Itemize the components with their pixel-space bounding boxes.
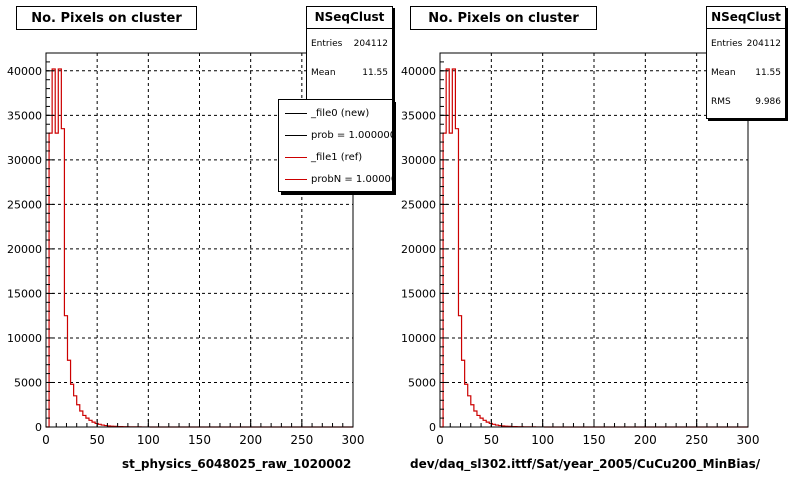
x-tick-label: 150 [188,433,211,447]
stats-label: Mean [711,67,736,78]
legend-label: _file0 (new) [311,107,370,119]
y-tick-label: 0 [35,421,42,434]
panel-1-xlabel: st_physics_6048025_raw_1020002 [122,457,352,471]
y-tick-label: 40000 [401,65,436,78]
panel-1-title-text: No. Pixels on cluster [31,10,182,26]
legend-label: prob = 1.000000 [311,129,393,141]
y-tick-label: 30000 [7,154,42,167]
legend-entry-probn: probN = 1.000000 [279,168,392,190]
legend-swatch [285,178,307,180]
stats-label: RMS [711,96,731,107]
y-tick-label: 35000 [401,109,436,122]
y-tick-label: 40000 [7,65,42,78]
legend-swatch [285,134,307,136]
panel-1-stats-row-entries: Entries 204112 [307,29,392,58]
stats-value: 11.55 [755,67,781,78]
panel-2-title-text: No. Pixels on cluster [428,10,579,26]
y-tick-label: 30000 [401,154,436,167]
x-tick-label: 200 [634,433,657,447]
y-tick-label: 5000 [14,376,42,389]
x-tick-label: 300 [342,433,365,447]
stats-label: Mean [311,67,336,78]
panel-2-xlabel: dev/daq_sl302.ittf/Sat/year_2005/CuCu200… [410,457,761,471]
x-tick-label: 250 [290,433,313,447]
legend-swatch [285,112,307,114]
y-tick-label: 20000 [7,243,42,256]
legend-entry-file1: _file1 (ref) [279,146,392,168]
panel-2-stats-name: NSeqClust [707,7,785,29]
legend-entry-file0: _file0 (new) [279,102,392,124]
legend-label: _file1 (ref) [311,151,363,163]
y-tick-label: 20000 [401,243,436,256]
x-tick-label: 0 [436,433,444,447]
y-tick-label: 0 [429,421,436,434]
panel-2-title: No. Pixels on cluster [410,6,597,30]
x-tick-label: 150 [583,433,606,447]
y-tick-label: 25000 [401,198,436,211]
stats-label: Entries [711,38,743,49]
panel-2-stats-row-mean: Mean 11.55 [707,58,785,87]
y-tick-label: 5000 [408,376,436,389]
stats-value: 204112 [746,38,781,49]
y-tick-label: 15000 [401,287,436,300]
panel-1-stats-name: NSeqClust [307,7,392,29]
stats-value: 9.986 [755,96,781,107]
panel-1-stats-box: NSeqClust Entries 204112 Mean 11.55 [306,6,393,107]
panel-1-stats-row-mean: Mean 11.55 [307,58,392,87]
panel-2-stats-row-rms: RMS 9.986 [707,87,785,116]
y-tick-label: 15000 [7,287,42,300]
y-tick-label: 10000 [7,332,42,345]
panel-1-title: No. Pixels on cluster [16,6,197,30]
panel-1-legend: _file0 (new) prob = 1.000000 _file1 (ref… [278,99,393,192]
x-tick-label: 300 [737,433,760,447]
x-tick-label: 100 [137,433,160,447]
stats-value: 11.55 [362,67,388,78]
x-tick-label: 100 [531,433,554,447]
legend-entry-prob: prob = 1.000000 [279,124,392,146]
x-tick-label: 250 [685,433,708,447]
legend-swatch [285,156,307,158]
x-tick-label: 200 [239,433,262,447]
y-tick-label: 10000 [401,332,436,345]
stats-value: 204112 [353,38,388,49]
x-tick-label: 50 [90,433,105,447]
legend-label: probN = 1.000000 [311,173,392,185]
x-tick-label: 50 [484,433,499,447]
y-tick-label: 25000 [7,198,42,211]
y-tick-label: 35000 [7,109,42,122]
stats-label: Entries [311,38,343,49]
x-tick-label: 0 [42,433,50,447]
panel-2-stats-row-entries: Entries 204112 [707,29,785,58]
panel-2-stats-box: NSeqClust Entries 204112 Mean 11.55 RMS … [706,6,786,119]
